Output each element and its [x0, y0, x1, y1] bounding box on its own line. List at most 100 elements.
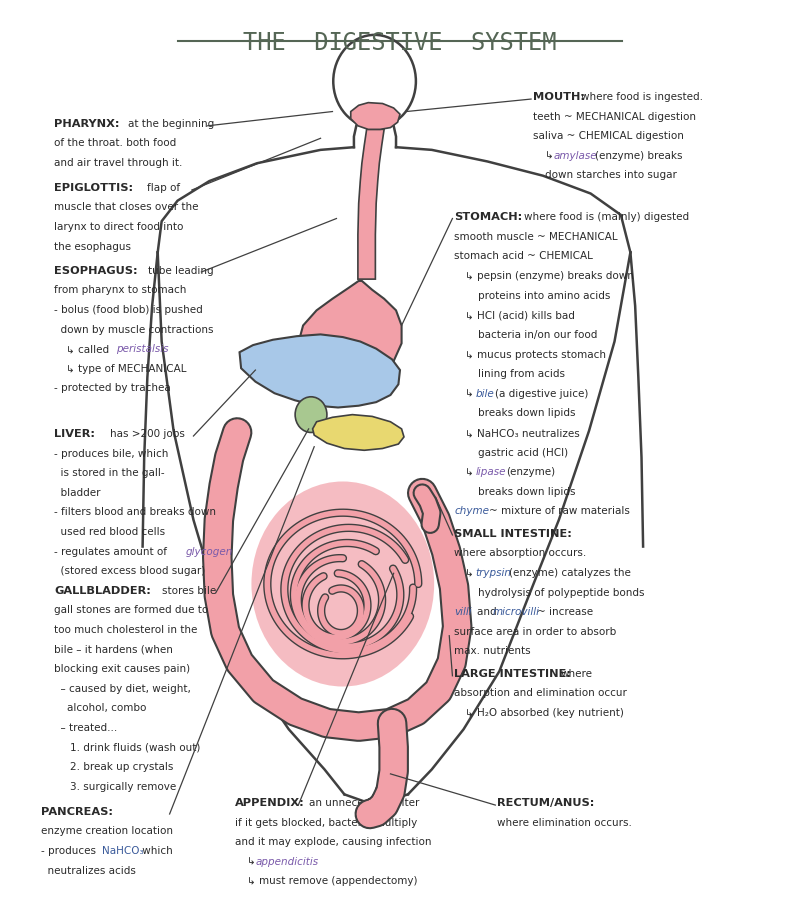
Text: lipase: lipase	[475, 467, 506, 477]
Text: – caused by diet, weight,: – caused by diet, weight,	[54, 684, 191, 694]
Polygon shape	[358, 129, 384, 279]
Text: ↳: ↳	[465, 467, 477, 477]
Text: EPIGLOTTIS:: EPIGLOTTIS:	[54, 183, 134, 193]
Text: STOMACH:: STOMACH:	[454, 213, 522, 222]
Text: from pharynx to stomach: from pharynx to stomach	[54, 285, 186, 295]
Text: larynx to direct food into: larynx to direct food into	[54, 222, 184, 232]
Text: bile: bile	[475, 388, 494, 399]
Text: - produces: - produces	[41, 846, 99, 856]
Polygon shape	[350, 102, 400, 129]
Text: the esophagus: the esophagus	[54, 241, 131, 252]
Text: breaks down lipids: breaks down lipids	[478, 408, 575, 418]
Text: APPENDIX:: APPENDIX:	[234, 798, 305, 808]
Text: ↳: ↳	[247, 857, 259, 867]
Text: MOUTH:: MOUTH:	[534, 91, 586, 102]
Text: max. nutrients: max. nutrients	[454, 647, 530, 657]
Text: glycogen: glycogen	[186, 546, 233, 556]
Polygon shape	[239, 335, 400, 407]
Text: enzyme creation location: enzyme creation location	[41, 826, 173, 837]
Text: - bolus (food blob) is pushed: - bolus (food blob) is pushed	[54, 305, 203, 315]
Text: where elimination occurs.: where elimination occurs.	[497, 817, 632, 828]
Text: - filters blood and breaks down: - filters blood and breaks down	[54, 508, 217, 518]
Text: villi: villi	[454, 607, 472, 617]
Text: teeth ~ MECHANICAL digestion: teeth ~ MECHANICAL digestion	[534, 111, 697, 121]
Text: bladder: bladder	[54, 488, 101, 498]
Text: - protected by trachea: - protected by trachea	[54, 383, 171, 394]
Text: (enzyme) catalyzes the: (enzyme) catalyzes the	[509, 568, 630, 578]
Text: trypsin: trypsin	[475, 568, 511, 578]
Text: SMALL INTESTINE:: SMALL INTESTINE:	[454, 528, 572, 539]
Text: ↳ called: ↳ called	[66, 344, 113, 354]
Text: stores bile: stores bile	[162, 586, 216, 596]
Text: THE  DIGESTIVE  SYSTEM: THE DIGESTIVE SYSTEM	[243, 31, 557, 56]
Text: PHARYNX:: PHARYNX:	[54, 118, 120, 128]
Text: an unnecessary filter: an unnecessary filter	[309, 798, 419, 808]
Text: LARGE INTESTINE:: LARGE INTESTINE:	[454, 668, 571, 679]
Text: ~ mixture of raw materials: ~ mixture of raw materials	[489, 507, 630, 517]
Text: ↳ H₂O absorbed (key nutrient): ↳ H₂O absorbed (key nutrient)	[465, 708, 624, 718]
Text: ↳ type of MECHANICAL: ↳ type of MECHANICAL	[66, 364, 187, 374]
Text: of the throat. both food: of the throat. both food	[54, 138, 177, 148]
Text: blocking exit causes pain): blocking exit causes pain)	[54, 665, 190, 675]
Polygon shape	[313, 414, 404, 450]
Text: hydrolysis of polypeptide bonds: hydrolysis of polypeptide bonds	[478, 588, 644, 597]
Text: chyme: chyme	[454, 507, 489, 517]
Text: gall stones are formed due to: gall stones are formed due to	[54, 605, 209, 615]
Text: ↳ must remove (appendectomy): ↳ must remove (appendectomy)	[247, 876, 418, 886]
Text: ↳ HCl (acid) kills bad: ↳ HCl (acid) kills bad	[465, 310, 575, 320]
Circle shape	[251, 482, 434, 686]
Text: ↳: ↳	[465, 388, 477, 399]
Text: has >200 jobs: has >200 jobs	[110, 429, 185, 439]
Text: - regulates amount of: - regulates amount of	[54, 546, 170, 556]
Text: neutralizes acids: neutralizes acids	[41, 866, 136, 875]
Text: absorption and elimination occur: absorption and elimination occur	[454, 688, 627, 698]
Text: 3. surgically remove: 3. surgically remove	[70, 782, 177, 792]
Text: is stored in the gall-: is stored in the gall-	[54, 468, 165, 478]
Text: GALLBLADDER:: GALLBLADDER:	[54, 586, 151, 596]
Text: ↳ pepsin (enzyme) breaks down: ↳ pepsin (enzyme) breaks down	[465, 271, 634, 281]
Text: LIVER:: LIVER:	[54, 429, 95, 439]
Text: ESOPHAGUS:: ESOPHAGUS:	[54, 266, 138, 275]
Text: bacteria in/on our food: bacteria in/on our food	[478, 330, 598, 340]
Text: too much cholesterol in the: too much cholesterol in the	[54, 625, 198, 635]
Text: and it may explode, causing infection: and it may explode, causing infection	[234, 837, 431, 847]
Text: ↳: ↳	[545, 151, 557, 161]
Text: appendicitis: appendicitis	[255, 857, 318, 867]
Text: – treated...: – treated...	[54, 723, 118, 733]
Text: if it gets blocked, bacteria multiply: if it gets blocked, bacteria multiply	[234, 817, 417, 828]
Text: lining from acids: lining from acids	[478, 370, 565, 379]
Text: where: where	[561, 668, 593, 679]
Text: ↳ NaHCO₃ neutralizes: ↳ NaHCO₃ neutralizes	[465, 428, 580, 438]
Text: PANCREAS:: PANCREAS:	[41, 807, 113, 817]
Text: ~ increase: ~ increase	[537, 607, 593, 617]
Text: - produces bile, which: - produces bile, which	[54, 448, 169, 458]
Text: ↳ mucus protects stomach: ↳ mucus protects stomach	[465, 350, 606, 360]
Text: smooth muscle ~ MECHANICAL: smooth muscle ~ MECHANICAL	[454, 232, 618, 242]
Text: stomach acid ~ CHEMICAL: stomach acid ~ CHEMICAL	[454, 251, 593, 262]
Text: alcohol, combo: alcohol, combo	[54, 703, 146, 713]
Text: and: and	[477, 607, 500, 617]
Text: RECTUM/ANUS:: RECTUM/ANUS:	[497, 798, 594, 808]
Text: tube leading: tube leading	[148, 266, 214, 275]
Text: ↳: ↳	[465, 568, 477, 578]
Text: muscle that closes over the: muscle that closes over the	[54, 203, 199, 213]
Text: (enzyme): (enzyme)	[506, 467, 555, 477]
Text: down starches into sugar: down starches into sugar	[545, 170, 677, 180]
Text: (stored excess blood sugar): (stored excess blood sugar)	[54, 566, 206, 576]
Text: breaks down lipids: breaks down lipids	[478, 487, 575, 497]
Polygon shape	[298, 281, 402, 388]
Text: where food is ingested.: where food is ingested.	[581, 91, 703, 102]
Text: bile – it hardens (when: bile – it hardens (when	[54, 645, 174, 655]
Text: 2. break up crystals: 2. break up crystals	[70, 762, 174, 772]
Text: (enzyme) breaks: (enzyme) breaks	[594, 151, 682, 161]
Text: where absorption occurs.: where absorption occurs.	[454, 548, 586, 558]
Text: NaHCO₃: NaHCO₃	[102, 846, 144, 856]
Text: which: which	[139, 846, 173, 856]
Text: proteins into amino acids: proteins into amino acids	[478, 291, 610, 300]
Text: 1. drink fluids (wash out): 1. drink fluids (wash out)	[70, 743, 201, 753]
Text: and air travel through it.: and air travel through it.	[54, 158, 182, 168]
Text: saliva ~ CHEMICAL digestion: saliva ~ CHEMICAL digestion	[534, 131, 684, 141]
Text: amylase: amylase	[554, 151, 597, 161]
Text: peristalsis: peristalsis	[116, 344, 169, 354]
Text: gastric acid (HCl): gastric acid (HCl)	[478, 448, 568, 457]
